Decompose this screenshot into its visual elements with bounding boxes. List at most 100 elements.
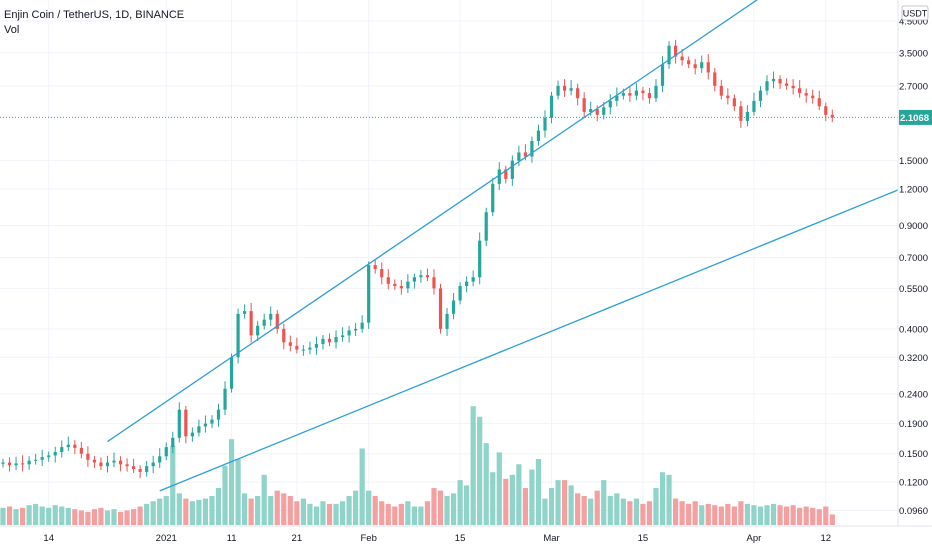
candle-up [34, 459, 38, 461]
candle-down [99, 462, 103, 467]
volume-bar [242, 493, 248, 525]
candle-up [660, 64, 665, 86]
volume-bar [601, 480, 607, 525]
volume-bar [731, 506, 737, 525]
volume-bar [594, 490, 600, 525]
candle-down [20, 463, 25, 465]
volume-bar [816, 509, 822, 525]
volume-bar [150, 501, 156, 525]
time-axis[interactable]: 1420211121Feb15Mar15Apr12May17 [0, 525, 932, 544]
candle-up [60, 447, 64, 453]
candle-up [308, 347, 312, 350]
volume-bar [385, 503, 391, 525]
volume-bar [666, 474, 672, 525]
volume-bar [183, 498, 189, 525]
volume-bar [490, 472, 496, 525]
candle-up [177, 409, 181, 438]
candle-down [373, 265, 377, 270]
volume-bar [810, 507, 816, 525]
volume-bar [46, 507, 52, 525]
volume-bar [52, 505, 58, 525]
candle-down [739, 106, 743, 121]
candle-down [288, 342, 292, 346]
volume-bar [366, 490, 372, 525]
volume-bar [633, 498, 640, 525]
last-price-badge: 2.1068 [899, 109, 932, 125]
volume-bar [640, 503, 646, 525]
volume-bar [659, 472, 666, 525]
volume-bar [738, 501, 744, 525]
volume-bar [333, 503, 339, 525]
candle-down [562, 85, 567, 91]
volume-bar [274, 490, 280, 525]
volume-bar [59, 506, 65, 525]
volume-bar [770, 503, 777, 525]
y-tick-label: 0.3200 [899, 353, 928, 364]
volume-bar [78, 510, 84, 525]
candle-up [158, 456, 162, 463]
candle-down [798, 88, 802, 94]
volume-bar [744, 503, 751, 525]
candle-down [275, 313, 279, 329]
volume-bar [13, 509, 19, 525]
candle-up [210, 419, 214, 424]
volume-bar [829, 514, 835, 525]
candle-down [791, 85, 795, 89]
y-tick-label: 1.5000 [899, 156, 928, 167]
volume-bar [294, 501, 300, 525]
candle-up [451, 300, 456, 314]
volume-bar [255, 495, 261, 525]
volume-bar [392, 506, 398, 525]
candle-up [197, 426, 201, 433]
x-tick-label: 15 [455, 533, 466, 544]
volume-bar [72, 509, 78, 525]
volume-bar [346, 495, 352, 525]
x-tick-label: 12 [820, 533, 831, 544]
volume-bar [222, 465, 228, 525]
price-axis[interactable]: 4.5000 3.5000 2.7000 1.5000 1.2000 0.9000 0.70… [897, 0, 932, 526]
x-tick-label: 15 [638, 533, 649, 544]
unit-box[interactable] [901, 5, 929, 21]
volume-bar [431, 488, 437, 525]
volume-bar [496, 452, 502, 525]
candle-down [817, 98, 821, 107]
candle-down [380, 269, 384, 278]
y-tick-label: 0.0960 [899, 506, 928, 517]
candle-up [497, 169, 501, 184]
y-tick-label: 0.2400 [899, 389, 928, 400]
candle-up [269, 313, 273, 320]
volume-bar [287, 495, 293, 525]
volume-bar [529, 469, 535, 525]
y-tick-label: 4.5000 [899, 16, 928, 27]
candle-down [327, 338, 332, 343]
volume-bar [111, 509, 117, 525]
candle-down [778, 78, 782, 84]
candle-up [412, 277, 416, 282]
x-tick-label: Feb [360, 533, 376, 544]
x-tick-label: 11 [227, 533, 237, 544]
volume-bar [0, 507, 6, 525]
volume-bar [757, 506, 764, 525]
volume-bar [117, 511, 124, 525]
candle-up [471, 277, 475, 282]
volume-bar [699, 505, 705, 525]
y-tick-label: 1.2000 [899, 185, 928, 196]
candle-down [719, 85, 723, 96]
candle-up [301, 349, 305, 351]
unit-label: USDT [903, 9, 928, 19]
candle-down [7, 462, 12, 466]
volume-bar [581, 495, 587, 525]
candle-down [138, 469, 142, 472]
candle-up [243, 311, 247, 314]
candle-down [628, 93, 632, 96]
candle-up [223, 388, 227, 410]
volume-bar [627, 501, 633, 525]
candle-up [569, 88, 573, 91]
volume-bar [607, 495, 613, 525]
volume-bar [157, 498, 163, 525]
volume-bar [503, 478, 509, 525]
candle-up [634, 90, 639, 96]
volume-bar [248, 498, 254, 525]
volume-bar [353, 490, 359, 525]
